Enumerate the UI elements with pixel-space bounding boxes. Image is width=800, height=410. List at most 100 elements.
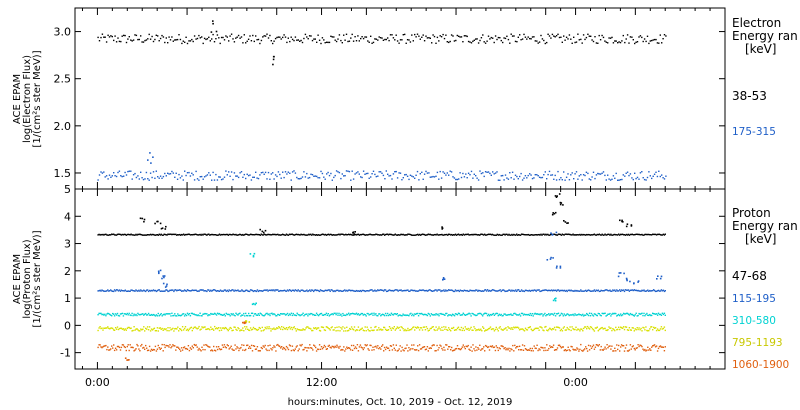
data-point [361, 327, 363, 329]
data-point [257, 177, 260, 180]
data-point [615, 290, 617, 292]
data-point [449, 289, 451, 291]
data-point [181, 313, 184, 315]
data-point [554, 299, 557, 302]
data-point [396, 234, 398, 236]
data-point [626, 223, 629, 225]
data-point [282, 289, 285, 292]
data-point [331, 36, 333, 38]
data-point [524, 234, 527, 236]
data-point [369, 233, 371, 235]
data-point [200, 315, 202, 317]
data-point [146, 349, 149, 352]
data-point [464, 326, 466, 328]
data-point [350, 179, 352, 181]
data-point [647, 330, 649, 332]
data-point [199, 176, 201, 178]
data-point [156, 290, 159, 292]
data-point [191, 172, 193, 174]
data-point [655, 171, 657, 173]
data-point [479, 234, 481, 236]
data-point [486, 328, 489, 331]
data-point [170, 347, 172, 349]
data-point [564, 349, 566, 351]
data-point [591, 314, 594, 316]
data-point [308, 233, 310, 235]
data-point [305, 347, 307, 349]
data-point [382, 313, 384, 315]
data-point [620, 233, 623, 236]
data-point [352, 313, 355, 315]
data-point [318, 329, 321, 332]
series-795-1193 [97, 320, 666, 332]
data-point [147, 329, 150, 331]
data-point [440, 177, 443, 179]
data-point [576, 314, 578, 316]
data-point [256, 329, 259, 331]
data-point [646, 176, 649, 179]
data-point [286, 347, 289, 349]
data-point [418, 35, 420, 37]
data-point [102, 313, 104, 315]
data-point [453, 290, 456, 293]
data-point [495, 234, 497, 236]
data-point [291, 314, 294, 317]
data-point [558, 233, 561, 235]
data-point [226, 233, 228, 236]
data-point [250, 329, 253, 331]
data-point [534, 174, 536, 176]
data-point [186, 289, 189, 291]
data-point [624, 347, 627, 349]
data-point [657, 289, 660, 292]
data-point [374, 173, 376, 176]
data-point [465, 314, 467, 316]
data-point [370, 344, 372, 347]
data-point [155, 350, 158, 352]
data-point [460, 176, 463, 179]
data-point [552, 328, 554, 330]
data-point [408, 329, 410, 332]
data-point [302, 289, 304, 292]
data-point [206, 174, 209, 176]
data-point [426, 327, 429, 330]
data-point [529, 347, 531, 350]
proton-legend-title-2: Energy ran [732, 219, 798, 233]
data-point [603, 312, 605, 315]
data-point [451, 289, 454, 292]
data-point [636, 347, 638, 349]
data-point [113, 233, 115, 235]
data-point [661, 174, 663, 176]
data-point [154, 222, 156, 225]
data-point [441, 226, 443, 228]
data-point [453, 349, 456, 351]
data-point [512, 290, 514, 292]
data-point [337, 346, 339, 348]
data-point [546, 178, 548, 180]
data-point [156, 348, 159, 350]
data-point [290, 290, 293, 292]
data-point [192, 40, 194, 43]
data-point [603, 290, 605, 292]
data-point [237, 314, 239, 316]
data-point [618, 326, 620, 328]
data-point [208, 289, 210, 291]
data-point [132, 39, 135, 41]
data-point [211, 313, 213, 315]
data-point [498, 347, 500, 349]
data-point [317, 177, 319, 179]
data-point [547, 173, 549, 176]
data-point [308, 313, 310, 315]
data-point [550, 313, 552, 315]
data-point [528, 326, 531, 329]
data-point [312, 329, 314, 332]
data-point [665, 175, 667, 177]
data-point [653, 38, 656, 41]
data-point [582, 330, 584, 332]
data-point [221, 290, 224, 292]
data-point [663, 290, 666, 293]
data-point [222, 290, 225, 292]
data-point [626, 171, 629, 173]
data-point [382, 329, 384, 331]
data-point [315, 314, 317, 316]
data-point [253, 313, 256, 315]
